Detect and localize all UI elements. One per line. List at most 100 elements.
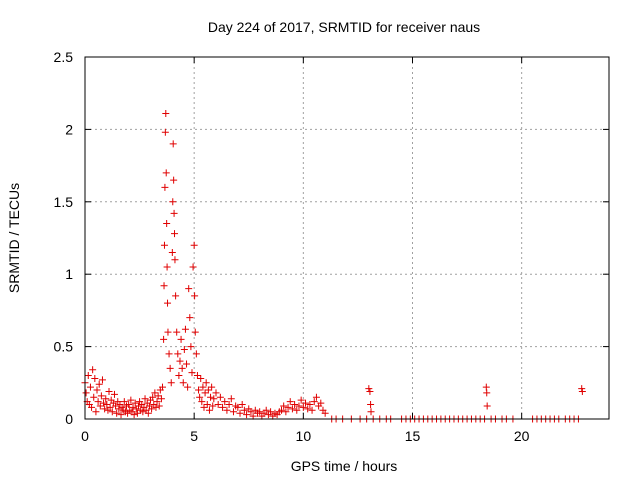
data-point bbox=[110, 390, 118, 398]
data-point bbox=[108, 408, 116, 416]
data-point bbox=[152, 403, 160, 411]
data-point bbox=[229, 408, 237, 416]
data-point bbox=[97, 392, 105, 400]
data-point bbox=[189, 263, 197, 271]
data-point bbox=[204, 386, 212, 394]
data-point bbox=[133, 409, 141, 417]
data-point bbox=[106, 403, 114, 411]
data-point bbox=[297, 396, 305, 404]
data-point bbox=[130, 411, 138, 419]
data-point bbox=[291, 401, 299, 409]
data-point bbox=[131, 399, 139, 407]
data-point bbox=[198, 398, 206, 406]
y-axis-label: SRMTID / TECUs bbox=[6, 183, 22, 293]
data-point bbox=[214, 401, 222, 409]
data-point bbox=[183, 360, 191, 368]
data-point bbox=[167, 379, 175, 387]
x-axis-label: GPS time / hours bbox=[291, 458, 398, 474]
data-point bbox=[184, 383, 192, 391]
data-point bbox=[483, 402, 491, 410]
data-point bbox=[284, 403, 292, 411]
data-point bbox=[163, 220, 171, 228]
data-point bbox=[365, 385, 373, 393]
data-point bbox=[367, 408, 375, 416]
data-point bbox=[86, 383, 94, 391]
data-point bbox=[221, 398, 229, 406]
plot-frame bbox=[84, 56, 610, 420]
data-point bbox=[223, 406, 231, 414]
data-point bbox=[149, 393, 157, 401]
data-point bbox=[175, 372, 183, 380]
data-point bbox=[304, 405, 312, 413]
data-point bbox=[173, 328, 181, 336]
data-point bbox=[238, 401, 246, 409]
y-tick-label: 1.5 bbox=[54, 194, 74, 210]
data-point bbox=[205, 406, 213, 414]
data-point bbox=[172, 292, 180, 300]
y-tick-label: 0.5 bbox=[54, 339, 74, 355]
data-point bbox=[174, 350, 182, 358]
data-point bbox=[190, 241, 198, 249]
y-tick-label: 2 bbox=[65, 121, 73, 137]
data-point bbox=[166, 364, 174, 372]
data-point bbox=[302, 399, 310, 407]
data-point bbox=[160, 282, 168, 290]
data-point bbox=[154, 392, 162, 400]
data-point bbox=[160, 241, 168, 249]
data-point bbox=[169, 140, 177, 148]
data-point bbox=[164, 328, 172, 336]
data-point bbox=[243, 411, 251, 419]
data-point bbox=[225, 401, 233, 409]
data-point bbox=[141, 395, 149, 403]
data-point bbox=[151, 389, 159, 397]
data-point bbox=[144, 409, 152, 417]
data-point bbox=[127, 396, 135, 404]
data-point bbox=[91, 374, 99, 382]
data-point bbox=[201, 389, 209, 397]
data-point bbox=[317, 399, 325, 407]
data-point bbox=[200, 403, 208, 411]
data-point bbox=[321, 409, 329, 417]
data-point bbox=[202, 379, 210, 387]
data-point bbox=[312, 393, 320, 401]
data-point bbox=[178, 364, 186, 372]
data-point bbox=[176, 357, 184, 365]
data-point bbox=[96, 402, 104, 410]
chart-title: Day 224 of 2017, SRMTID for receiver nau… bbox=[208, 19, 480, 35]
data-point bbox=[185, 285, 193, 293]
data-point bbox=[163, 263, 171, 271]
data-point bbox=[170, 209, 178, 217]
data-point bbox=[139, 408, 147, 416]
data-point bbox=[171, 230, 179, 238]
data-point bbox=[216, 393, 224, 401]
data-point bbox=[177, 335, 185, 343]
data-point bbox=[170, 176, 178, 184]
data-point bbox=[125, 401, 133, 409]
data-point bbox=[129, 403, 137, 411]
data-point bbox=[161, 128, 169, 136]
data-point bbox=[195, 386, 203, 394]
x-tick-label: 5 bbox=[190, 428, 198, 444]
data-point bbox=[483, 389, 491, 397]
data-point bbox=[164, 299, 172, 307]
data-point bbox=[113, 409, 121, 417]
data-point bbox=[278, 406, 285, 414]
data-point bbox=[199, 383, 207, 391]
data-point bbox=[280, 402, 288, 410]
data-point bbox=[191, 328, 199, 336]
data-point bbox=[84, 372, 92, 380]
data-point bbox=[299, 403, 307, 411]
data-point bbox=[310, 398, 318, 406]
data-point bbox=[153, 398, 161, 406]
data-point bbox=[191, 292, 199, 300]
data-point bbox=[295, 402, 303, 410]
data-point bbox=[155, 402, 163, 410]
data-point bbox=[112, 402, 120, 410]
data-point bbox=[105, 387, 113, 395]
data-point bbox=[578, 385, 586, 393]
x-tick-label: 20 bbox=[514, 428, 530, 444]
data-point bbox=[367, 401, 375, 409]
data-point bbox=[115, 405, 123, 413]
data-point bbox=[88, 403, 96, 411]
data-point bbox=[282, 408, 290, 416]
